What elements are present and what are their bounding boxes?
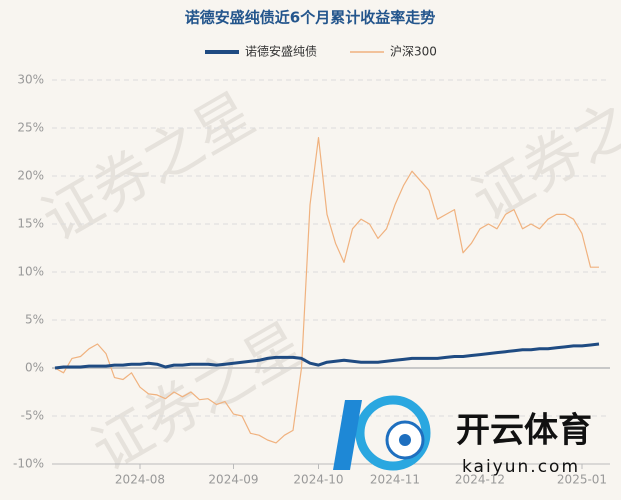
y-tick-label: 0% (25, 361, 44, 375)
grid: -10% -5% 0% 5% 10% 15% 20% 25% 30% 2024-08 2024-09… (13, 73, 610, 487)
series-line (54, 137, 599, 444)
logo-text: 开云体育 (456, 411, 592, 451)
logo-k (333, 400, 362, 470)
y-tick-label: -5% (21, 409, 44, 423)
y-tick-label: 30% (17, 73, 44, 87)
y-tick-label: 10% (17, 265, 44, 279)
logo: 开云体育 kaiyun.com (333, 395, 592, 477)
y-tick-label: 5% (25, 313, 44, 327)
y-tick-label: -10% (13, 457, 44, 471)
x-tick-label: 2024-09 (208, 473, 258, 487)
y-tick-label: 15% (17, 217, 44, 231)
logo-ring (355, 395, 431, 471)
legend-label: 诺德安盛纯债 (245, 44, 317, 59)
x-tick-label: 2024-11 (370, 473, 420, 487)
x-tick-label: 2024-12 (455, 473, 505, 487)
chart-title: 诺德安盛纯债近6个月累计收益率走势 (185, 9, 435, 27)
logo-ball-patch (399, 434, 411, 446)
logo-url: kaiyun.com (462, 457, 580, 477)
x-tick-label: 2025-01 (557, 473, 607, 487)
legend-label: 沪深300 (390, 45, 437, 59)
series-line (54, 342, 600, 370)
y-tick-label: 20% (17, 169, 44, 183)
x-tick-label: 2024-10 (293, 473, 343, 487)
legend: 诺德安盛纯债 沪深300 (205, 44, 437, 59)
y-tick-label: 25% (17, 121, 44, 135)
x-tick-label: 2024-08 (115, 473, 165, 487)
plot (54, 137, 600, 444)
